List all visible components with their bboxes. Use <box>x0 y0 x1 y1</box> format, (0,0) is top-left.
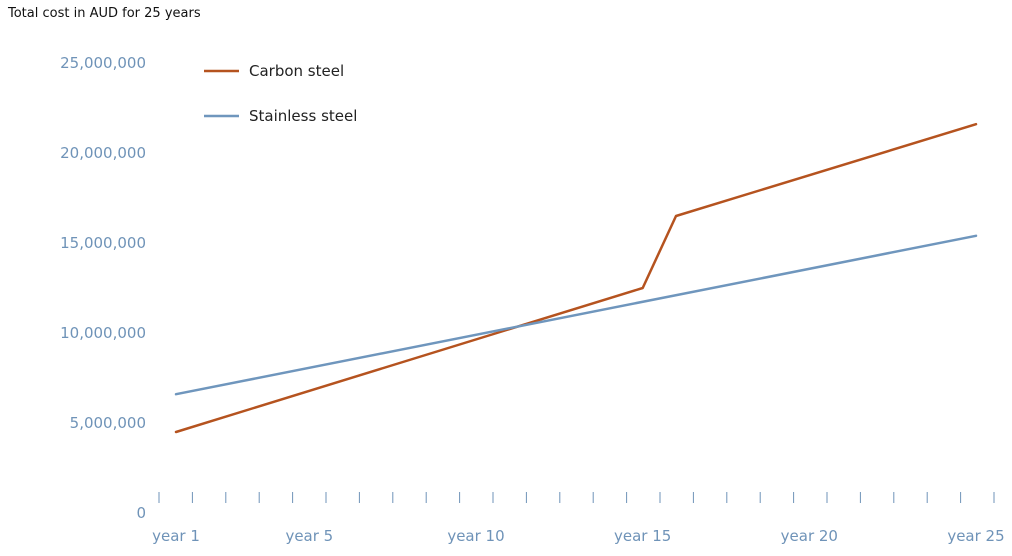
x-tick-label: year 20 <box>781 527 838 545</box>
legend: Carbon steel Stainless steel <box>204 62 357 125</box>
series-lines <box>174 122 978 434</box>
x-tick-label: year 10 <box>447 527 504 545</box>
x-tick-label: year 1 <box>152 527 200 545</box>
y-tick-label: 5,000,000 <box>70 414 146 432</box>
y-tick-label: 25,000,000 <box>60 54 146 72</box>
x-axis: year 1 year 5 year 10 year 15 year 20 year 25 <box>152 492 1005 545</box>
y-tick-label: 20,000,000 <box>60 144 146 162</box>
y-tick-label: 0 <box>136 504 146 522</box>
y-tick-label: 10,000,000 <box>60 324 146 342</box>
series-line-carbon-steel <box>174 122 978 434</box>
x-tick-label: year 5 <box>285 527 333 545</box>
legend-label: Carbon steel <box>249 62 344 80</box>
x-tick-label: year 15 <box>614 527 671 545</box>
chart-title: Total cost in AUD for 25 years <box>8 6 201 21</box>
y-axis: 0 5,000,000 10,000,000 15,000,000 20,000,000… <box>60 54 146 522</box>
legend-label: Stainless steel <box>249 107 357 125</box>
x-tick-label: year 25 <box>947 527 1004 545</box>
series-line-stainless-steel <box>174 234 978 396</box>
y-tick-label: 15,000,000 <box>60 234 146 252</box>
